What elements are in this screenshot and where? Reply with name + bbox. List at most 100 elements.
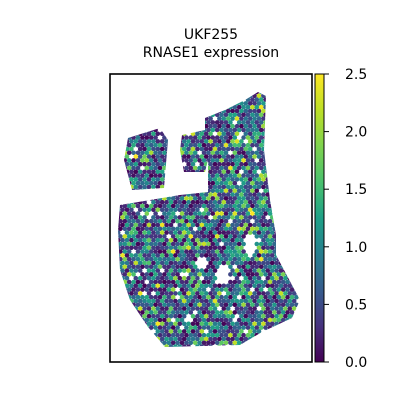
expression-spot [219,211,224,216]
expression-spot [261,131,266,137]
expression-spot [236,256,242,262]
expression-spot [285,287,290,292]
expression-spot [133,215,139,220]
expression-spot [192,188,198,194]
expression-spot [289,104,295,110]
expression-spot [173,169,178,175]
expression-spot [153,226,158,232]
expression-spot [239,344,244,347]
expression-spot [301,94,306,99]
expression-spot [283,139,288,144]
expression-spot [203,199,209,205]
expression-spot [256,222,262,228]
expression-spot [258,317,264,323]
expression-spot [259,348,264,353]
expression-spot [148,332,154,338]
expression-spot [294,127,299,133]
expression-spot [247,283,253,289]
expression-spot [140,241,145,247]
expression-spot [197,294,202,300]
expression-spot [272,294,277,300]
expression-spot [144,135,150,140]
expression-spot [236,340,242,346]
expression-spot [201,302,207,308]
expression-spot [186,123,191,129]
expression-spot [173,139,178,144]
expression-spot [214,256,220,262]
expression-spot [303,166,308,171]
expression-spot [168,215,174,220]
expression-spot [301,276,306,281]
expression-spot [199,215,205,220]
expression-spot [133,154,139,159]
expression-spot [272,302,277,308]
expression-spot [166,264,172,270]
expression-spot [243,260,249,266]
expression-spot [219,142,224,148]
expression-spot [192,325,198,330]
expression-spot [280,211,286,216]
expression-spot [135,165,141,171]
expression-spot [272,173,277,178]
expression-spot [211,348,216,353]
expression-spot [195,177,200,182]
expression-spot [133,291,139,296]
expression-spot [144,112,150,118]
expression-spot [133,123,139,129]
expression-spot [283,344,288,347]
expression-spot [221,283,227,289]
expression-spot [208,169,213,175]
expression-spot [278,192,284,197]
expression-spot [278,93,284,99]
expression-spot [155,313,161,319]
expression-spot [166,211,172,216]
expression-spot [197,112,202,118]
expression-spot [201,112,207,118]
expression-spot [168,199,174,205]
expression-spot [190,313,196,319]
expression-spot [269,291,275,296]
expression-spot [230,237,235,243]
expression-spot [230,177,235,182]
expression-spot [250,150,255,156]
expression-spot [221,344,227,347]
expression-spot [230,329,235,334]
expression-spot [245,196,251,201]
expression-spot [298,249,300,254]
expression-spot [283,146,288,152]
expression-spot [166,249,172,254]
expression-spot [170,332,176,338]
expression-spot [245,287,251,292]
expression-spot [274,199,279,205]
expression-spot [221,237,227,243]
expression-spot [118,108,121,114]
expression-spot [133,101,139,106]
expression-spot [181,329,187,334]
expression-spot [274,169,279,175]
expression-spot [179,287,185,292]
expression-spot [291,298,297,304]
expression-spot [212,215,218,220]
expression-spot [236,302,242,308]
expression-spot [219,317,224,323]
expression-spot [184,264,189,270]
expression-spot [199,146,205,152]
expression-spot [283,207,288,213]
expression-spot [206,196,211,201]
expression-spot [184,234,189,239]
expression-spot [120,169,125,175]
expression-spot [153,340,158,346]
expression-spot [206,211,211,216]
expression-spot [190,268,196,273]
expression-spot [192,196,198,201]
expression-spot [296,215,300,220]
expression-spot [234,154,240,159]
expression-spot [146,177,152,182]
expression-spot [157,249,163,254]
expression-spot [126,249,132,254]
expression-spot [263,203,268,209]
expression-spot [164,275,169,281]
expression-spot [256,123,262,129]
expression-spot [234,306,240,311]
expression-spot [124,306,130,311]
